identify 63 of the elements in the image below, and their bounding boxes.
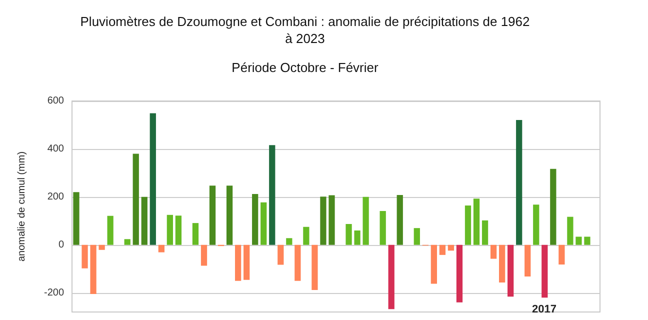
bar [73, 192, 80, 245]
bar [98, 244, 105, 250]
bar [448, 244, 454, 251]
bar [303, 226, 310, 245]
bar [482, 220, 488, 245]
bar [354, 230, 360, 245]
bar [90, 244, 96, 294]
bar [260, 202, 267, 245]
bar [533, 204, 540, 245]
y-tick-label: 0 [58, 239, 64, 250]
bar [175, 216, 182, 245]
bar [516, 120, 522, 245]
bar [235, 244, 242, 281]
bar [286, 238, 292, 245]
bar [200, 244, 208, 266]
bar [414, 228, 420, 245]
bar [158, 244, 164, 252]
bar [567, 216, 574, 245]
y-tick-label: 400 [47, 143, 64, 154]
bar [456, 244, 463, 302]
bar [320, 196, 326, 245]
bar [328, 195, 335, 245]
bar [576, 236, 582, 245]
bar [490, 244, 497, 259]
bar [550, 168, 556, 245]
y-axis-title: anomalie de cumul (mm) [16, 151, 28, 262]
y-tick-label: -200 [44, 287, 64, 298]
bar [388, 244, 394, 310]
bar [346, 224, 352, 245]
bar [362, 196, 369, 245]
bar [499, 244, 506, 283]
bar [192, 223, 199, 245]
annotation: 2017 [532, 304, 556, 316]
bar [166, 214, 173, 245]
bar [150, 113, 156, 245]
y-tick-label: 600 [47, 96, 64, 106]
bar [473, 198, 480, 245]
bar [209, 186, 216, 245]
bar [380, 211, 386, 245]
bar [439, 244, 446, 255]
bar [107, 216, 114, 245]
bar [542, 244, 548, 298]
bar [278, 244, 284, 265]
bar [584, 236, 590, 245]
bar [294, 244, 301, 281]
bar [558, 244, 565, 265]
bar [430, 244, 437, 284]
bar [226, 186, 233, 245]
bar [82, 244, 88, 268]
bar [524, 244, 531, 277]
bar [464, 206, 472, 245]
bar [141, 196, 148, 245]
bar [252, 194, 258, 245]
bar [269, 145, 276, 245]
bar [312, 244, 318, 290]
bar [508, 244, 514, 297]
chart-title: Pluviomètres de Dzoumogne et Combani : anomalie de précipitations de 1962 à 2023 [80, 14, 530, 46]
bar [244, 244, 250, 280]
bar [396, 194, 403, 245]
bar [132, 154, 139, 245]
chart-subtitle: Période Octobre - Février [232, 60, 379, 75]
y-tick-label: 200 [47, 191, 64, 202]
bar [124, 239, 130, 245]
